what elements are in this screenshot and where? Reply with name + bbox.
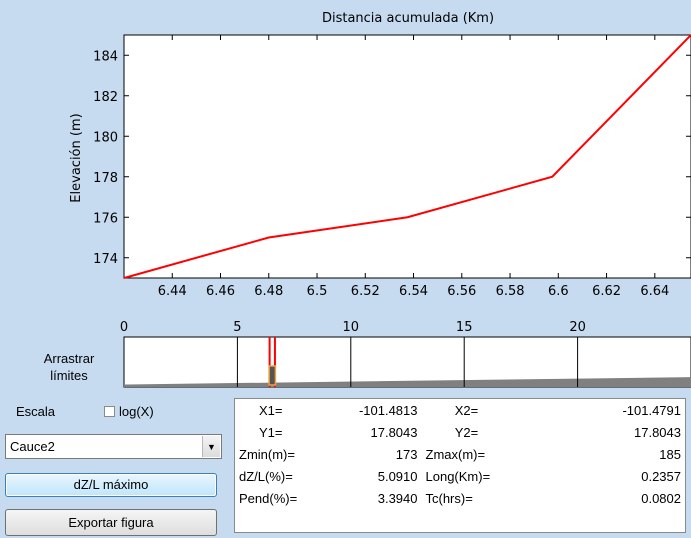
slider-profile-area [124, 377, 691, 387]
table-row: Y1= 17.8043 Y2= 17.8043 [235, 421, 686, 443]
slider-x-tick-label: 5 [233, 320, 241, 335]
pend-label: Pend(%)= [239, 491, 298, 507]
log-scale-option[interactable]: log(X) [104, 404, 154, 419]
long-value: 0.2357 [641, 469, 681, 485]
x-tick-label: 6.46 [206, 284, 235, 299]
y-tick-label: 178 [93, 171, 118, 186]
dz-max-button[interactable]: dZ/L máximo [5, 473, 217, 497]
x-tick-label: 6.64 [640, 284, 669, 299]
y-tick-label: 174 [93, 252, 118, 267]
x-tick-label: 6.58 [496, 284, 525, 299]
table-row [235, 510, 686, 533]
x2-value: -101.4791 [622, 402, 681, 418]
slider-selection[interactable] [268, 337, 277, 387]
slider-x-tick-label: 20 [569, 320, 586, 335]
x1-value: -101.4813 [358, 402, 418, 418]
y2-label: Y2= [454, 424, 479, 440]
table-row: Pend(%)= 3.3940 Tc(hrs)= 0.0802 [235, 488, 686, 510]
slider-x-tick-label: 0 [120, 320, 128, 335]
table-row: X1= -101.4813 X2= -101.4791 [235, 399, 686, 422]
slider-x-tick-label: 15 [456, 320, 473, 335]
slider-label: Arrastrar límites [24, 350, 114, 384]
x-tick-label: 6.52 [351, 284, 380, 299]
x-tick-label: 6.56 [447, 284, 476, 299]
y-tick-label: 182 [93, 90, 118, 105]
x-tick-label: 6.6 [548, 284, 569, 299]
x-tick-label: 6.5 [307, 284, 328, 299]
log-scale-checkbox[interactable] [104, 406, 115, 417]
table-row: dZ/L(%)= 5.0910 Long(Km)= 0.2357 [235, 465, 686, 487]
dzl-value: 5.0910 [377, 469, 418, 485]
zmin-label: Zmin(m)= [239, 446, 295, 462]
y-tick-label: 184 [93, 49, 118, 64]
slider-selection-box[interactable] [268, 365, 277, 386]
cauce-select-value: Cauce2 [10, 439, 55, 454]
x-tick-label: 6.54 [399, 284, 428, 299]
y1-value: 17.8043 [370, 424, 418, 440]
pend-value: 3.3940 [377, 491, 418, 507]
stats-table: X1= -101.4813 X2= -101.4791 Y1= 17.8043 … [234, 398, 686, 533]
profile-line [123, 34, 691, 279]
log-scale-label: log(X) [119, 404, 154, 419]
zmax-value: 185 [659, 446, 681, 462]
export-figure-button[interactable]: Exportar figura [5, 509, 217, 536]
slider-label-line1: Arrastrar [43, 351, 95, 366]
x2-label: X2= [454, 402, 479, 418]
slider-x-tick-label: 10 [343, 320, 360, 335]
main-plot-area: 6.44 6.46 6.48 6.5 6.52 6.54 6.56 6.58 6.6 6.62 6.… [69, 11, 691, 388]
zmin-value: 173 [395, 446, 418, 462]
slider-label-line2: límites [50, 368, 88, 383]
escala-label: Escala [16, 404, 56, 419]
profile-axes [123, 34, 691, 279]
y1-label: Y1= [259, 424, 283, 440]
x-tick-label: 6.62 [592, 284, 621, 299]
y2-value: 17.8043 [634, 424, 681, 440]
y-axis-label: Elevación (m) [69, 113, 84, 202]
chevron-down-icon[interactable]: ▼ [202, 436, 220, 457]
dzl-label: dZ/L(%)= [239, 469, 293, 485]
tc-value: 0.0802 [641, 491, 681, 507]
y-tick-label: 176 [93, 211, 118, 226]
x-tick-label: 6.44 [158, 284, 187, 299]
x-tick-label: 6.48 [254, 284, 283, 299]
x1-label: X1= [259, 402, 283, 418]
table-row: Zmin(m)= 173 Zmax(m)= 185 [235, 443, 686, 465]
top-axis-label: Distancia acumulada (Km) [322, 11, 494, 26]
zmax-label: Zmax(m)= [425, 446, 486, 462]
long-label: Long(Km)= [425, 469, 491, 485]
tc-label: Tc(hrs)= [425, 491, 473, 507]
y-tick-label: 180 [93, 130, 118, 145]
cauce-select[interactable]: Cauce2 ▼ [5, 434, 222, 459]
